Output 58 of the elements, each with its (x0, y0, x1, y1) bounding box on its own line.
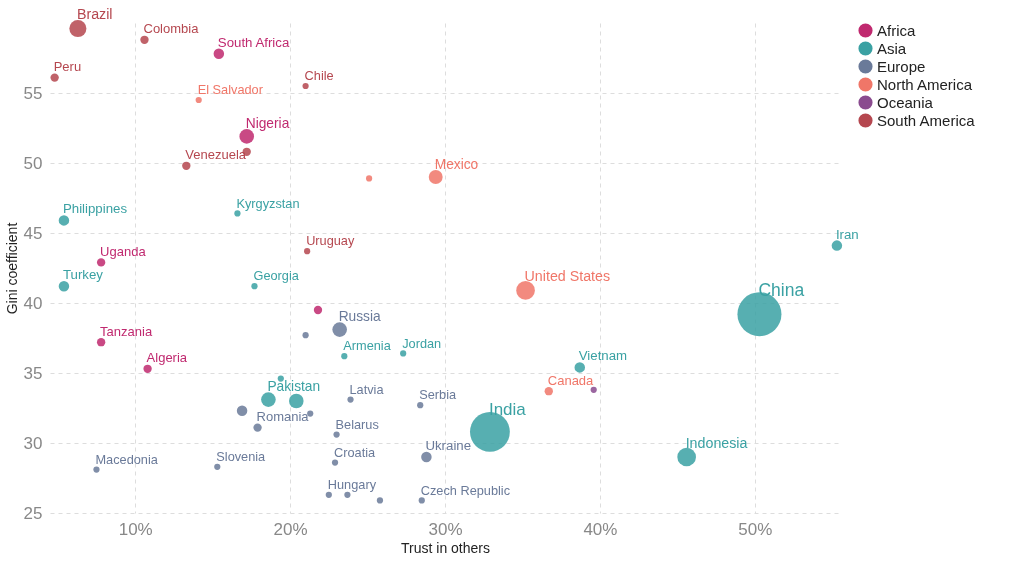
data-label: Philippines (62, 201, 128, 217)
data-label: Pakistan (267, 379, 321, 395)
legend-label: Oceania (877, 93, 934, 111)
data-label: United States (524, 268, 611, 284)
data-label: Brazil (76, 6, 113, 23)
x-tick-label: 10% (118, 519, 153, 539)
data-label: El Salvador (197, 82, 264, 98)
y-tick-label: 45 (23, 223, 43, 243)
data-label: South Africa (217, 34, 290, 50)
x-tick-label: 30% (428, 519, 463, 539)
y-tick-label: 40 (23, 293, 43, 313)
data-label: India (488, 399, 527, 419)
legend-label: Africa (877, 21, 916, 39)
data-label: Armenia (343, 338, 392, 354)
legend-label: Europe (877, 57, 926, 75)
y-tick-label: 55 (23, 83, 43, 103)
data-label: China (758, 280, 805, 300)
data-label: Latvia (349, 381, 385, 397)
legend-label: North America (877, 75, 973, 93)
data-label: Mexico (434, 156, 479, 172)
x-tick-label: 50% (738, 519, 773, 539)
data-label: Uruguay (306, 233, 355, 249)
y-axis-title: Gini coefficient (3, 222, 20, 315)
data-label: Nigeria (245, 116, 290, 132)
data-label: Czech Republic (420, 482, 511, 498)
data-label: Georgia (253, 268, 300, 284)
data-label: Tanzania (100, 323, 153, 339)
data-label: Belarus (335, 416, 379, 432)
x-axis-title: Trust in others (401, 539, 490, 556)
data-label: Chile (304, 68, 334, 84)
data-label: Russia (338, 309, 382, 325)
data-label: Venezuela (185, 147, 247, 163)
y-tick-label: 30 (23, 433, 43, 453)
data-label: Algeria (146, 350, 188, 366)
data-label: Jordan (402, 335, 442, 351)
data-label: Slovenia (216, 449, 267, 464)
data-label: Serbia (419, 387, 457, 403)
data-label: Croatia (334, 444, 377, 460)
legend-label: South America (877, 111, 976, 129)
data-label: Hungary (327, 477, 377, 492)
data-label: Vietnam (578, 348, 628, 364)
data-label: Macedonia (95, 451, 159, 467)
data-label: Uganda (100, 244, 147, 259)
data-label: Turkey (62, 267, 104, 283)
y-tick-label: 25 (23, 503, 43, 523)
data-label: Colombia (143, 21, 200, 37)
data-label: Indonesia (685, 434, 748, 451)
data-label: Romania (256, 409, 310, 425)
y-tick-label: 50 (23, 153, 43, 173)
data-label: Canada (547, 372, 595, 388)
y-tick-label: 35 (23, 363, 43, 383)
data-label: Peru (53, 59, 82, 75)
x-tick-label: 40% (583, 519, 618, 539)
data-label: Ukraine (425, 438, 472, 453)
x-tick-label: 20% (273, 519, 308, 539)
data-label: Iran (835, 226, 859, 242)
data-label: Kyrgyzstan (236, 195, 300, 211)
legend-label: Asia (877, 39, 907, 57)
